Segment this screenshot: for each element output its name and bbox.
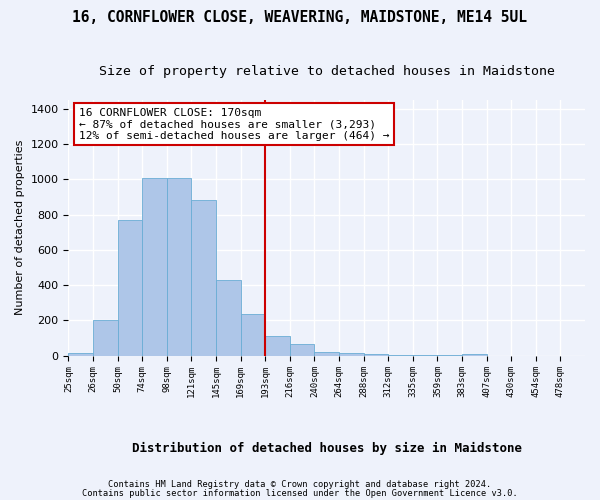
Bar [142,178,167,356]
Bar [290,344,314,356]
Bar [68,353,93,356]
Bar [314,352,339,356]
Bar [265,336,290,355]
Title: Size of property relative to detached houses in Maidstone: Size of property relative to detached ho… [99,65,555,78]
Bar [388,354,413,356]
Bar [191,200,216,356]
X-axis label: Distribution of detached houses by size in Maidstone: Distribution of detached houses by size … [132,442,522,455]
Bar [216,280,241,355]
Text: Contains public sector information licensed under the Open Government Licence v3: Contains public sector information licen… [82,489,518,498]
Y-axis label: Number of detached properties: Number of detached properties [15,140,25,316]
Text: Contains HM Land Registry data © Crown copyright and database right 2024.: Contains HM Land Registry data © Crown c… [109,480,491,489]
Bar [462,354,487,356]
Bar [118,220,142,356]
Bar [241,314,265,356]
Bar [167,178,191,356]
Bar [93,320,118,356]
Bar [364,354,388,356]
Text: 16, CORNFLOWER CLOSE, WEAVERING, MAIDSTONE, ME14 5UL: 16, CORNFLOWER CLOSE, WEAVERING, MAIDSTO… [73,10,527,25]
Text: 16 CORNFLOWER CLOSE: 170sqm
← 87% of detached houses are smaller (3,293)
12% of : 16 CORNFLOWER CLOSE: 170sqm ← 87% of det… [79,108,389,141]
Bar [339,353,364,356]
